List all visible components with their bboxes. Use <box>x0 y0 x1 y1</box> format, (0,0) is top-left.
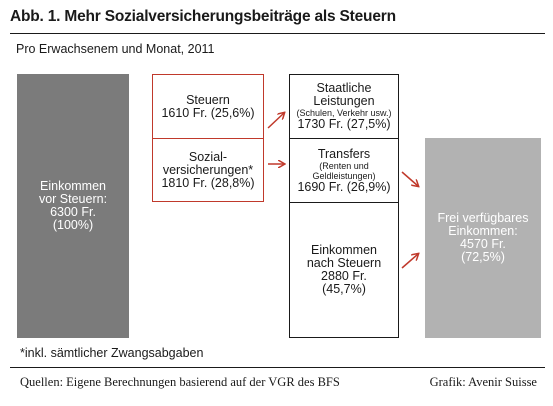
gross-income-label-1: Einkommen <box>40 179 106 193</box>
disposable-income-box: Frei verfügbares Einkommen: 4570 Fr. (72… <box>425 138 541 338</box>
disposable-income-percent: (72,5%) <box>461 250 505 264</box>
state-services-box: Staatliche Leistungen (Schulen, Verkehr … <box>289 74 399 139</box>
state-services-label-2: Leistungen <box>313 94 375 108</box>
state-services-note: (Schulen, Verkehr usw.) <box>296 108 392 118</box>
income-after-tax-amount: 2880 Fr. <box>321 269 367 283</box>
disposable-income-amount: 4570 Fr. <box>460 237 506 251</box>
transfers-value: 1690 Fr. (26,9%) <box>297 179 391 194</box>
income-after-tax-label-2: nach Steuern <box>306 256 382 270</box>
gross-income-box: Einkommen vor Steuern: 6300 Fr. (100%) <box>17 74 129 338</box>
gross-income-amount: 6300 Fr. <box>50 205 96 219</box>
gross-income-percent: (100%) <box>52 218 94 232</box>
state-services-value: 1730 Fr. (27,5%) <box>297 117 391 131</box>
social-insurance-label-1: Sozial- <box>188 149 228 164</box>
disposable-income-label-2: Einkommen: <box>448 224 518 238</box>
income-after-tax-percent: (45,7%) <box>322 282 366 296</box>
footnote: *inkl. sämtlicher Zwangsabgaben <box>20 346 204 360</box>
state-services-label-1: Staatliche <box>316 81 372 95</box>
figure-title: Abb. 1. Mehr Sozialversicherungsbeiträge… <box>10 8 396 25</box>
arrow-taxes-to-state-services <box>267 113 284 129</box>
source-note: Quellen: Eigene Berechnungen basierend a… <box>20 375 340 389</box>
social-insurance-value: 1810 Fr. (28,8%) <box>161 175 255 190</box>
taxes-label: Steuern <box>186 92 230 107</box>
footer-rule <box>10 367 545 368</box>
title-underline <box>10 33 545 34</box>
income-after-tax-box: Einkommen nach Steuern 2880 Fr. (45,7%) <box>289 202 399 338</box>
arrow-net-income-to-disposable <box>401 254 418 269</box>
transfers-label: Transfers <box>317 146 371 161</box>
figure-subtitle: Pro Erwachsenem und Monat, 2011 <box>16 42 215 56</box>
transfers-box: Transfers (Renten und Geldleistungen) 16… <box>289 138 399 203</box>
disposable-income-label-1: Frei verfügbares <box>437 211 529 225</box>
social-insurance-box: Sozial- versicherungen* 1810 Fr. (28,8%) <box>152 138 264 202</box>
transfers-note-1: (Renten und <box>319 160 369 171</box>
taxes-value: 1610 Fr. (25,6%) <box>161 105 255 120</box>
gross-income-label-2: vor Steuern: <box>38 192 108 206</box>
social-insurance-label-2: versicherungen* <box>162 162 254 177</box>
graphic-credit: Grafik: Avenir Suisse <box>429 375 537 389</box>
taxes-box: Steuern 1610 Fr. (25,6%) <box>152 74 264 139</box>
income-after-tax-label-1: Einkommen <box>310 243 377 257</box>
transfers-note-2: Geldleistungen) <box>312 170 376 181</box>
arrow-transfers-to-disposable <box>401 171 418 186</box>
